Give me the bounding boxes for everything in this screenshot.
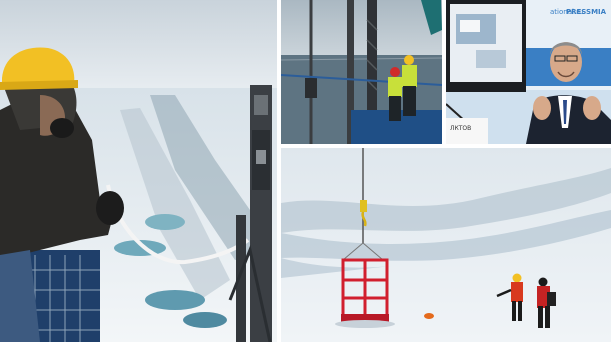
crane-cage-scene [281, 148, 611, 342]
photo-crane-cage-ice [281, 148, 611, 342]
photo-press-speaker: ational.ru PRESSMIA ЛКТОВ [446, 0, 611, 144]
press-domain-text: ational.ru [550, 8, 583, 16]
press-logo-text: PRESSMIA [566, 8, 607, 16]
worker-2 [537, 277, 556, 328]
photo-researcher-on-deck [0, 0, 277, 342]
nameplate-text: ЛКТОВ [450, 125, 471, 132]
worker-1 [496, 273, 523, 321]
crew-scene [281, 0, 442, 144]
photo-crew-at-rail [281, 0, 442, 144]
press-scene: ational.ru PRESSMIA ЛКТОВ [446, 0, 611, 144]
researcher-scene [0, 0, 277, 342]
